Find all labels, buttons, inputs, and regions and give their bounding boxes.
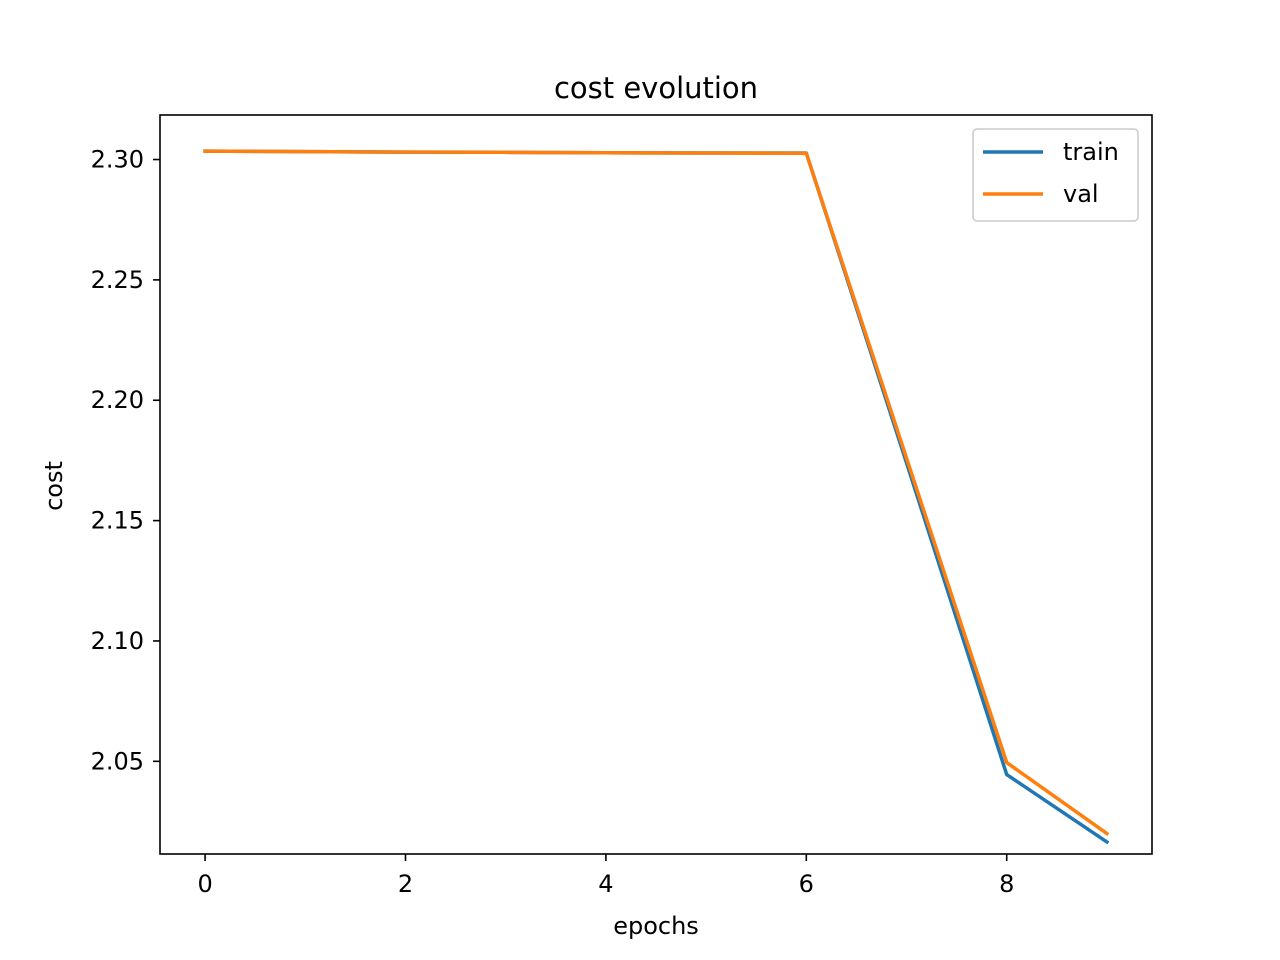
y-tick-label: 2.05 [91, 747, 144, 775]
y-tick-label: 2.15 [91, 507, 144, 535]
legend: train val [972, 128, 1139, 222]
legend-label-train: train [1063, 138, 1119, 166]
x-tick-label: 6 [799, 870, 814, 898]
y-tick-label: 2.30 [91, 146, 144, 174]
x-tick-label: 2 [398, 870, 413, 898]
x-tick-label: 8 [999, 870, 1014, 898]
series-line-val [203, 149, 1110, 836]
y-axis: 2.05 2.10 2.15 2.20 2.25 2.30 [91, 146, 160, 775]
x-axis-label: epochs [613, 912, 699, 940]
axes-frame [159, 114, 1153, 855]
y-tick-label: 2.25 [91, 266, 144, 294]
y-tick-label: 2.10 [91, 627, 144, 655]
plot-area [159, 114, 1153, 855]
x-axis: 0 2 4 6 8 [197, 854, 1014, 898]
y-axis-label: cost [40, 461, 68, 511]
legend-label-val: val [1063, 180, 1099, 208]
series-group [203, 149, 1110, 845]
chart-title: cost evolution [554, 71, 758, 105]
y-tick-label: 2.20 [91, 386, 144, 414]
x-tick-label: 4 [598, 870, 613, 898]
x-tick-label: 0 [197, 870, 212, 898]
